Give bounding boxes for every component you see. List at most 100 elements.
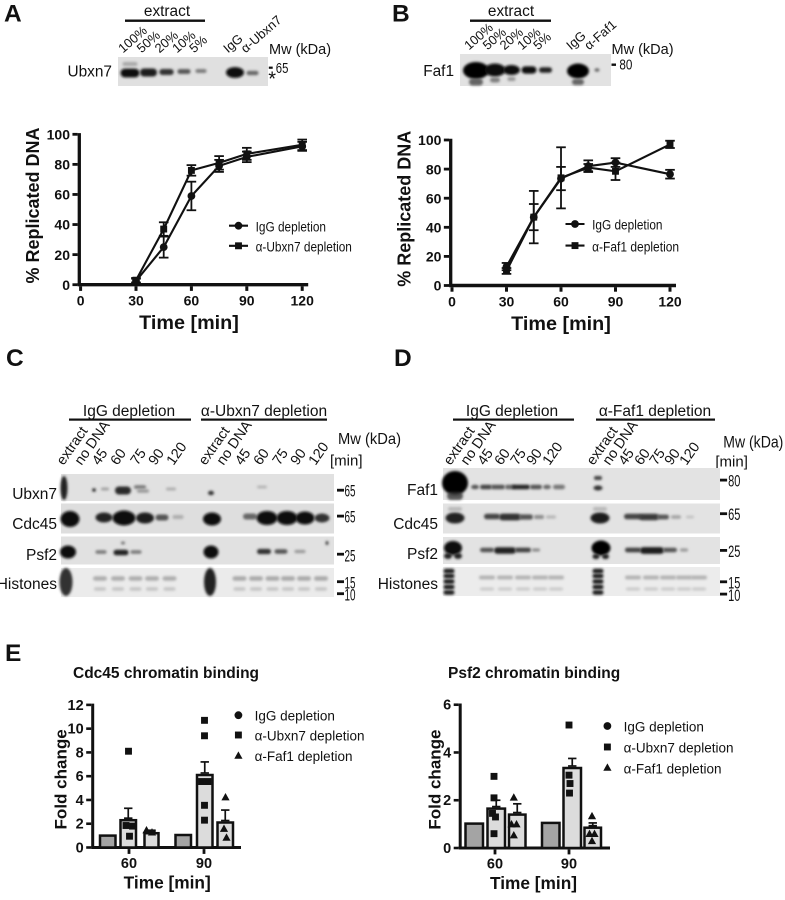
svg-text:60: 60 xyxy=(492,446,514,468)
svg-text:IgG depletion: IgG depletion xyxy=(255,709,335,724)
svg-text:20: 20 xyxy=(426,249,442,265)
svg-text:D: D xyxy=(394,345,412,372)
svg-text:45: 45 xyxy=(89,446,111,468)
svg-text:Histones: Histones xyxy=(378,576,439,593)
svg-text:45: 45 xyxy=(616,446,638,468)
svg-text:Mw (kDa): Mw (kDa) xyxy=(269,42,331,58)
svg-text:80: 80 xyxy=(619,57,632,73)
svg-text:90: 90 xyxy=(608,293,624,309)
svg-text:0: 0 xyxy=(62,277,70,293)
svg-text:60: 60 xyxy=(121,856,137,872)
svg-text:100: 100 xyxy=(418,132,442,148)
svg-text:15: 15 xyxy=(728,574,740,593)
svg-text:60: 60 xyxy=(632,446,654,468)
svg-text:Mw (kDa): Mw (kDa) xyxy=(612,42,674,58)
svg-text:60: 60 xyxy=(426,190,442,206)
svg-text:15: 15 xyxy=(345,574,356,593)
svg-text:45: 45 xyxy=(475,446,497,468)
svg-text:45: 45 xyxy=(232,446,254,468)
svg-text:α-Ubxn7 depletion: α-Ubxn7 depletion xyxy=(255,728,365,743)
svg-text:IgG depletion: IgG depletion xyxy=(466,403,558,420)
svg-text:75: 75 xyxy=(508,446,530,468)
svg-text:20: 20 xyxy=(54,247,70,263)
svg-text:α-Ubxn7 depletion: α-Ubxn7 depletion xyxy=(256,240,352,255)
svg-text:2: 2 xyxy=(76,817,84,833)
svg-text:extract: extract xyxy=(488,3,535,20)
svg-text:2: 2 xyxy=(443,793,451,809)
svg-text:IgG depletion: IgG depletion xyxy=(256,219,326,234)
svg-text:60: 60 xyxy=(184,293,200,309)
svg-text:Fold change: Fold change xyxy=(52,729,71,829)
svg-text:30: 30 xyxy=(499,293,515,309)
svg-text:10: 10 xyxy=(345,586,356,605)
svg-text:Cdc45: Cdc45 xyxy=(393,516,438,533)
svg-text:90: 90 xyxy=(662,446,684,468)
svg-text:6: 6 xyxy=(76,769,84,785)
svg-text:[min]: [min] xyxy=(715,454,748,471)
svg-text:30: 30 xyxy=(128,293,144,309)
svg-text:Cdc45: Cdc45 xyxy=(12,516,57,533)
svg-text:α-Faf1 depletion: α-Faf1 depletion xyxy=(624,761,722,776)
svg-text:10: 10 xyxy=(68,722,84,738)
svg-text:Time [min]: Time [min] xyxy=(511,313,611,335)
svg-text:extract: extract xyxy=(144,3,191,20)
svg-text:Fold change: Fold change xyxy=(426,729,445,829)
svg-text:65: 65 xyxy=(345,508,356,527)
svg-text:% Replicated DNA: % Replicated DNA xyxy=(394,131,414,287)
svg-text:40: 40 xyxy=(426,220,442,236)
svg-text:0: 0 xyxy=(76,840,84,856)
svg-text:90: 90 xyxy=(561,857,577,873)
svg-text:Mw (kDa): Mw (kDa) xyxy=(338,431,401,448)
svg-text:Psf2 chromatin binding: Psf2 chromatin binding xyxy=(448,665,620,682)
svg-text:0: 0 xyxy=(443,841,451,857)
svg-text:E: E xyxy=(5,640,21,667)
svg-text:Ubxn7: Ubxn7 xyxy=(12,486,57,503)
svg-text:12: 12 xyxy=(68,698,84,714)
svg-text:75: 75 xyxy=(270,446,292,468)
svg-text:75: 75 xyxy=(128,446,150,468)
svg-text:0: 0 xyxy=(434,278,442,294)
svg-text:α-Faf1 depletion: α-Faf1 depletion xyxy=(592,239,679,254)
svg-text:Time [min]: Time [min] xyxy=(139,312,239,334)
svg-text:75: 75 xyxy=(647,446,669,468)
svg-text:65: 65 xyxy=(345,482,356,501)
svg-text:α-Ubxn7 depletion: α-Ubxn7 depletion xyxy=(624,740,734,755)
svg-text:IgG depletion: IgG depletion xyxy=(83,403,175,420)
svg-text:IgG depletion: IgG depletion xyxy=(592,218,662,233)
svg-text:60: 60 xyxy=(553,293,569,309)
svg-text:Mw (kDa): Mw (kDa) xyxy=(723,433,783,452)
svg-text:Histones: Histones xyxy=(0,576,57,593)
svg-text:[min]: [min] xyxy=(330,453,363,470)
svg-text:% Replicated DNA: % Replicated DNA xyxy=(23,127,43,283)
svg-text:90: 90 xyxy=(196,856,212,872)
svg-text:α-Faf1 depletion: α-Faf1 depletion xyxy=(255,749,353,764)
svg-text:80: 80 xyxy=(728,472,740,491)
svg-text:4: 4 xyxy=(443,745,451,761)
svg-text:65: 65 xyxy=(276,61,289,77)
svg-text:90: 90 xyxy=(524,446,546,468)
svg-text:Time [min]: Time [min] xyxy=(490,873,577,893)
svg-text:Faf1: Faf1 xyxy=(423,63,454,80)
svg-text:60: 60 xyxy=(251,446,273,468)
svg-text:90: 90 xyxy=(239,293,255,309)
svg-text:6: 6 xyxy=(443,698,451,714)
svg-text:60: 60 xyxy=(54,187,70,203)
svg-text:*: * xyxy=(268,69,276,91)
svg-text:25: 25 xyxy=(345,547,356,566)
svg-text:4: 4 xyxy=(76,793,84,809)
svg-text:25: 25 xyxy=(728,542,740,561)
svg-text:Time [min]: Time [min] xyxy=(124,873,211,893)
svg-text:65: 65 xyxy=(728,505,740,524)
svg-text:60: 60 xyxy=(108,446,130,468)
svg-text:Psf2: Psf2 xyxy=(26,547,57,564)
svg-text:Cdc45 chromatin binding: Cdc45 chromatin binding xyxy=(73,665,259,682)
svg-text:80: 80 xyxy=(426,161,442,177)
svg-text:α-Faf1 depletion: α-Faf1 depletion xyxy=(599,403,711,420)
svg-text:90: 90 xyxy=(146,446,168,468)
svg-text:80: 80 xyxy=(54,157,70,173)
svg-text:C: C xyxy=(6,345,24,372)
svg-text:IgG depletion: IgG depletion xyxy=(624,719,704,734)
svg-text:Psf2: Psf2 xyxy=(407,546,438,563)
svg-text:120: 120 xyxy=(291,293,315,309)
svg-text:8: 8 xyxy=(76,745,84,761)
